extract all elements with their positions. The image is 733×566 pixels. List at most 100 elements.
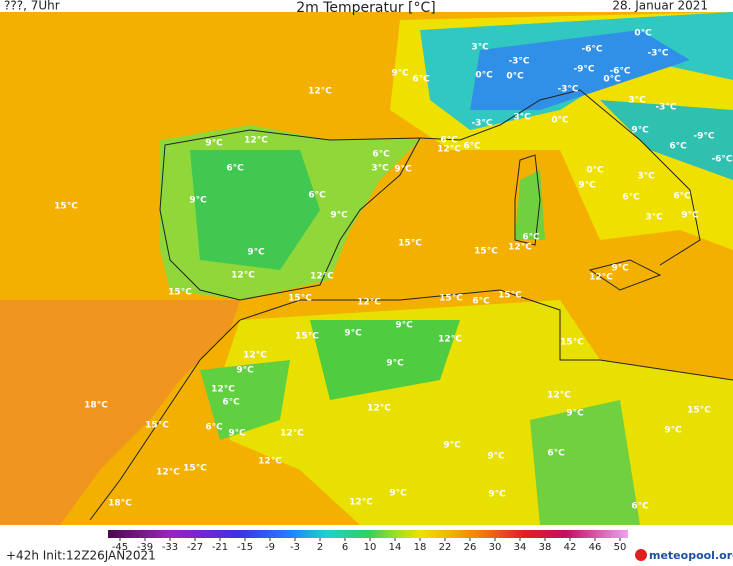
temp-label: 12°C xyxy=(308,87,332,97)
temp-label: 6°C xyxy=(631,502,649,512)
temp-label: -6°C xyxy=(711,155,732,165)
tick-label: -33 xyxy=(162,542,178,553)
colorbar xyxy=(108,530,628,538)
temp-label: 9°C xyxy=(205,139,223,149)
temp-label: 9°C xyxy=(236,366,254,376)
temp-label: 6°C xyxy=(669,142,687,152)
temp-label: 6°C xyxy=(622,193,640,203)
temp-label: 12°C xyxy=(231,271,255,281)
temp-label: 12°C xyxy=(547,391,571,401)
tick-label: 14 xyxy=(389,542,402,553)
temp-label: -3°C xyxy=(655,103,676,113)
tick-label: 10 xyxy=(364,542,377,553)
temp-label: 15°C xyxy=(498,291,522,301)
date: 28. Januar 2021 xyxy=(612,0,708,13)
temp-label: 3°C xyxy=(371,164,389,174)
temp-label: 12°C xyxy=(243,351,267,361)
tick-label: -45 xyxy=(112,542,128,553)
temp-label: 12°C xyxy=(211,385,235,395)
temp-label: 9°C xyxy=(391,69,409,79)
temp-label: 0°C xyxy=(475,71,493,81)
temp-label: 9°C xyxy=(578,181,596,191)
temp-label: 12°C xyxy=(437,145,461,155)
temp-label: 6°C xyxy=(463,142,481,152)
temp-label: 6°C xyxy=(547,449,565,459)
temp-label: 9°C xyxy=(566,409,584,419)
tick-label: -9 xyxy=(265,542,275,553)
tick-label: 18 xyxy=(414,542,427,553)
temp-label: 6°C xyxy=(205,423,223,433)
temp-label: -3°C xyxy=(471,119,492,129)
temp-label: 12°C xyxy=(367,404,391,414)
temp-label: 15°C xyxy=(560,338,584,348)
tick-label: 22 xyxy=(439,542,452,553)
temp-label: 0°C xyxy=(551,116,569,126)
temp-label: 3°C xyxy=(628,96,646,106)
temp-label: 12°C xyxy=(508,243,532,253)
temp-label: 12°C xyxy=(156,468,180,478)
temp-label: 15°C xyxy=(183,464,207,474)
temp-label: 0°C xyxy=(603,75,621,85)
temp-label: 6°C xyxy=(222,398,240,408)
temp-label: 15°C xyxy=(288,294,312,304)
temp-label: 12°C xyxy=(589,273,613,283)
temp-label: 18°C xyxy=(108,499,132,509)
temp-label: 9°C xyxy=(394,165,412,175)
title: 2m Temperatur [°C] xyxy=(296,0,436,16)
temp-label: 9°C xyxy=(681,211,699,221)
temp-label: 3°C xyxy=(645,213,663,223)
temp-label: 9°C xyxy=(488,490,506,500)
temp-label: 6°C xyxy=(673,192,691,202)
temp-label: 15°C xyxy=(54,202,78,212)
temp-label: 15°C xyxy=(439,294,463,304)
temp-label: 3°C xyxy=(471,43,489,53)
temp-label: 9°C xyxy=(631,126,649,136)
tick-label: -21 xyxy=(212,542,228,553)
temp-label: 0°C xyxy=(634,29,652,39)
temp-label: 12°C xyxy=(349,498,373,508)
logo: meteopool.org xyxy=(649,549,733,562)
tick-label: 34 xyxy=(514,542,527,553)
temp-label: 12°C xyxy=(280,429,304,439)
temp-label: 9°C xyxy=(487,452,505,462)
temp-label: 9°C xyxy=(330,211,348,221)
temp-label: 15°C xyxy=(145,421,169,431)
temp-label: 9°C xyxy=(443,441,461,451)
temp-label: -3°C xyxy=(647,49,668,59)
temp-label: 6°C xyxy=(440,136,458,146)
temp-label: 0°C xyxy=(506,72,524,82)
run-label: ???, 7Uhr xyxy=(4,0,60,13)
temp-label: 3°C xyxy=(637,172,655,182)
tick-label: -39 xyxy=(137,542,153,553)
temp-label: 9°C xyxy=(664,426,682,436)
temp-label: 6°C xyxy=(226,164,244,174)
temp-label: 6°C xyxy=(472,297,490,307)
temp-label: 12°C xyxy=(357,298,381,308)
temp-label: 3°C xyxy=(513,113,531,123)
temp-label: 12°C xyxy=(244,136,268,146)
temp-label: 12°C xyxy=(258,457,282,467)
tick-label: 38 xyxy=(539,542,552,553)
temp-label: 12°C xyxy=(438,335,462,345)
init: +42h Init:12Z26JAN2021 xyxy=(6,549,156,563)
temp-label: 18°C xyxy=(84,401,108,411)
temp-label: 0°C xyxy=(586,166,604,176)
temp-label: 6°C xyxy=(412,75,430,85)
temp-label: 9°C xyxy=(247,248,265,258)
temp-label: 9°C xyxy=(389,489,407,499)
temp-label: 9°C xyxy=(344,329,362,339)
tick-label: -3 xyxy=(290,542,300,553)
logo-icon xyxy=(635,549,647,561)
temp-label: 6°C xyxy=(372,150,390,160)
temp-label: 12°C xyxy=(310,272,334,282)
tick-label: -27 xyxy=(187,542,203,553)
tick-label: 42 xyxy=(564,542,577,553)
temp-label: 9°C xyxy=(395,321,413,331)
temp-label: -6°C xyxy=(609,67,630,77)
temp-label: 15°C xyxy=(398,239,422,249)
tick-label: 46 xyxy=(589,542,602,553)
map xyxy=(0,12,733,525)
tick-label: 50 xyxy=(614,542,627,553)
temp-label: 6°C xyxy=(522,233,540,243)
